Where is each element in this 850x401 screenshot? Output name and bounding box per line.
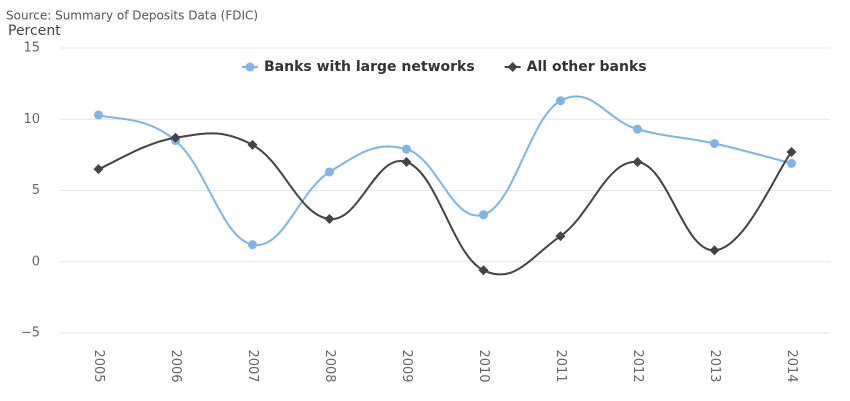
x-tick-label: 2012	[630, 349, 645, 382]
legend-label: All other banks	[527, 59, 647, 75]
x-tick-label: 2007	[245, 349, 260, 382]
data-point	[93, 164, 104, 175]
data-point	[248, 240, 257, 250]
legend-label: Banks with large networks	[264, 59, 475, 75]
data-point	[786, 147, 797, 158]
data-point	[633, 124, 642, 134]
y-tick-label: 0	[32, 254, 40, 269]
x-tick-label: 2005	[91, 349, 106, 382]
data-point	[478, 265, 489, 276]
data-point	[402, 144, 411, 154]
x-tick-label: 2011	[553, 349, 568, 382]
x-tick-label: 2008	[322, 349, 337, 382]
y-tick-label: 10	[23, 112, 40, 127]
data-point	[555, 231, 566, 242]
y-tick-label: 15	[23, 41, 40, 56]
y-axis-title: Percent	[8, 23, 61, 39]
data-point	[324, 214, 335, 224]
y-tick-label: −5	[21, 326, 40, 341]
chart-subtitle: Source: Summary of Deposits Data (FDIC)	[6, 9, 258, 23]
data-point	[787, 158, 796, 168]
data-point	[632, 157, 643, 167]
y-tick-label: 5	[32, 183, 40, 198]
series-line	[98, 95, 792, 246]
data-point	[247, 139, 258, 150]
data-point	[94, 110, 103, 120]
data-point	[401, 157, 412, 167]
x-tick-label: 2010	[476, 349, 491, 382]
series-line	[98, 132, 793, 276]
data-point	[479, 210, 488, 220]
x-tick-label: 2013	[707, 349, 722, 382]
data-point	[556, 96, 565, 106]
legend-marker	[245, 62, 255, 72]
data-point	[170, 132, 181, 143]
data-point	[325, 167, 334, 177]
x-tick-label: 2009	[399, 349, 414, 382]
x-tick-label: 2014	[784, 349, 799, 382]
data-point	[710, 138, 719, 148]
data-point	[709, 245, 720, 256]
legend-marker	[507, 62, 518, 72]
x-tick-label: 2006	[168, 349, 183, 382]
